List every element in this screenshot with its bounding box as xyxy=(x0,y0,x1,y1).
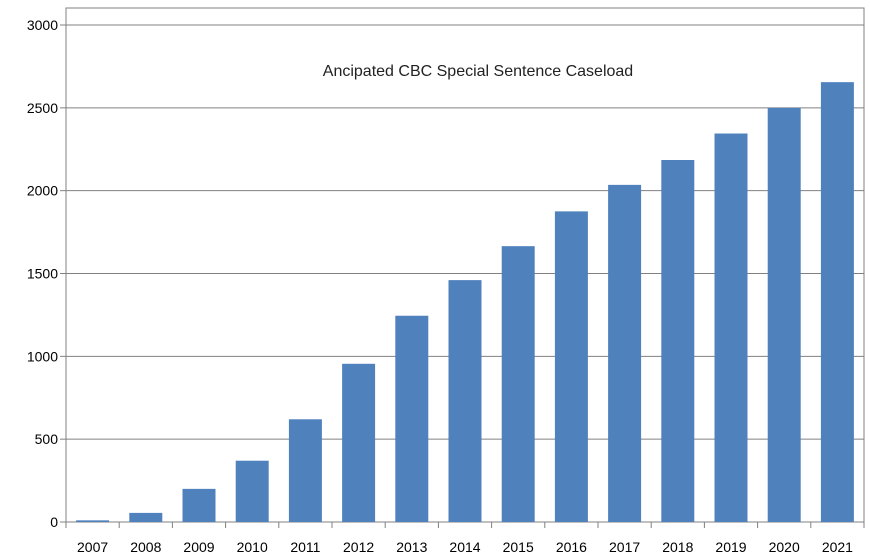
bars xyxy=(76,82,854,523)
bar-2021 xyxy=(820,82,854,522)
bar-2008 xyxy=(129,512,163,522)
x-tick-label: 2008 xyxy=(130,539,161,555)
bar-2012 xyxy=(342,363,376,522)
x-tick-label: 2020 xyxy=(769,539,800,555)
x-tick-label: 2009 xyxy=(183,539,214,555)
x-tick-label: 2014 xyxy=(449,539,480,555)
bar-2019 xyxy=(714,133,748,523)
x-tick-label: 2017 xyxy=(609,539,640,555)
bar-2010 xyxy=(235,460,269,522)
y-tick-label: 1500 xyxy=(27,266,58,282)
y-tick-label: 1000 xyxy=(27,348,58,364)
bar-2017 xyxy=(608,184,642,522)
bar-2018 xyxy=(661,160,695,523)
y-tick-label: 2000 xyxy=(27,183,58,199)
bar-2011 xyxy=(288,419,322,522)
x-tick-label: 2011 xyxy=(290,539,320,555)
bar-2009 xyxy=(182,488,216,522)
bar-2020 xyxy=(767,107,801,522)
bar-2013 xyxy=(395,315,429,522)
y-tick-label: 0 xyxy=(50,514,58,530)
x-tick-label: 2016 xyxy=(556,539,587,555)
x-tick-label: 2015 xyxy=(503,539,534,555)
x-tick-label: 2021 xyxy=(822,539,853,555)
bar-2007 xyxy=(76,520,110,522)
chart-title: Ancipated CBC Special Sentence Caseload xyxy=(323,63,633,80)
y-tick-label: 2500 xyxy=(27,100,58,116)
x-tick-label: 2007 xyxy=(77,539,108,555)
y-tick-label: 500 xyxy=(35,431,59,447)
x-tick-label: 2013 xyxy=(396,539,427,555)
x-axis-ticks: 2007 2008 2009 2010 2011 2012 2013 2014 2015 2016… xyxy=(65,522,865,555)
bar-2016 xyxy=(554,211,588,522)
x-tick-label: 2019 xyxy=(715,539,746,555)
x-tick-label: 2012 xyxy=(343,539,374,555)
y-tick-label: 3000 xyxy=(27,17,58,33)
x-tick-label: 2010 xyxy=(237,539,268,555)
bar-2014 xyxy=(448,280,482,522)
x-tick-label: 2018 xyxy=(662,539,693,555)
bar-2015 xyxy=(501,246,535,523)
y-axis-ticks: 0 500 1000 1500 2000 2500 3000 xyxy=(27,17,66,530)
